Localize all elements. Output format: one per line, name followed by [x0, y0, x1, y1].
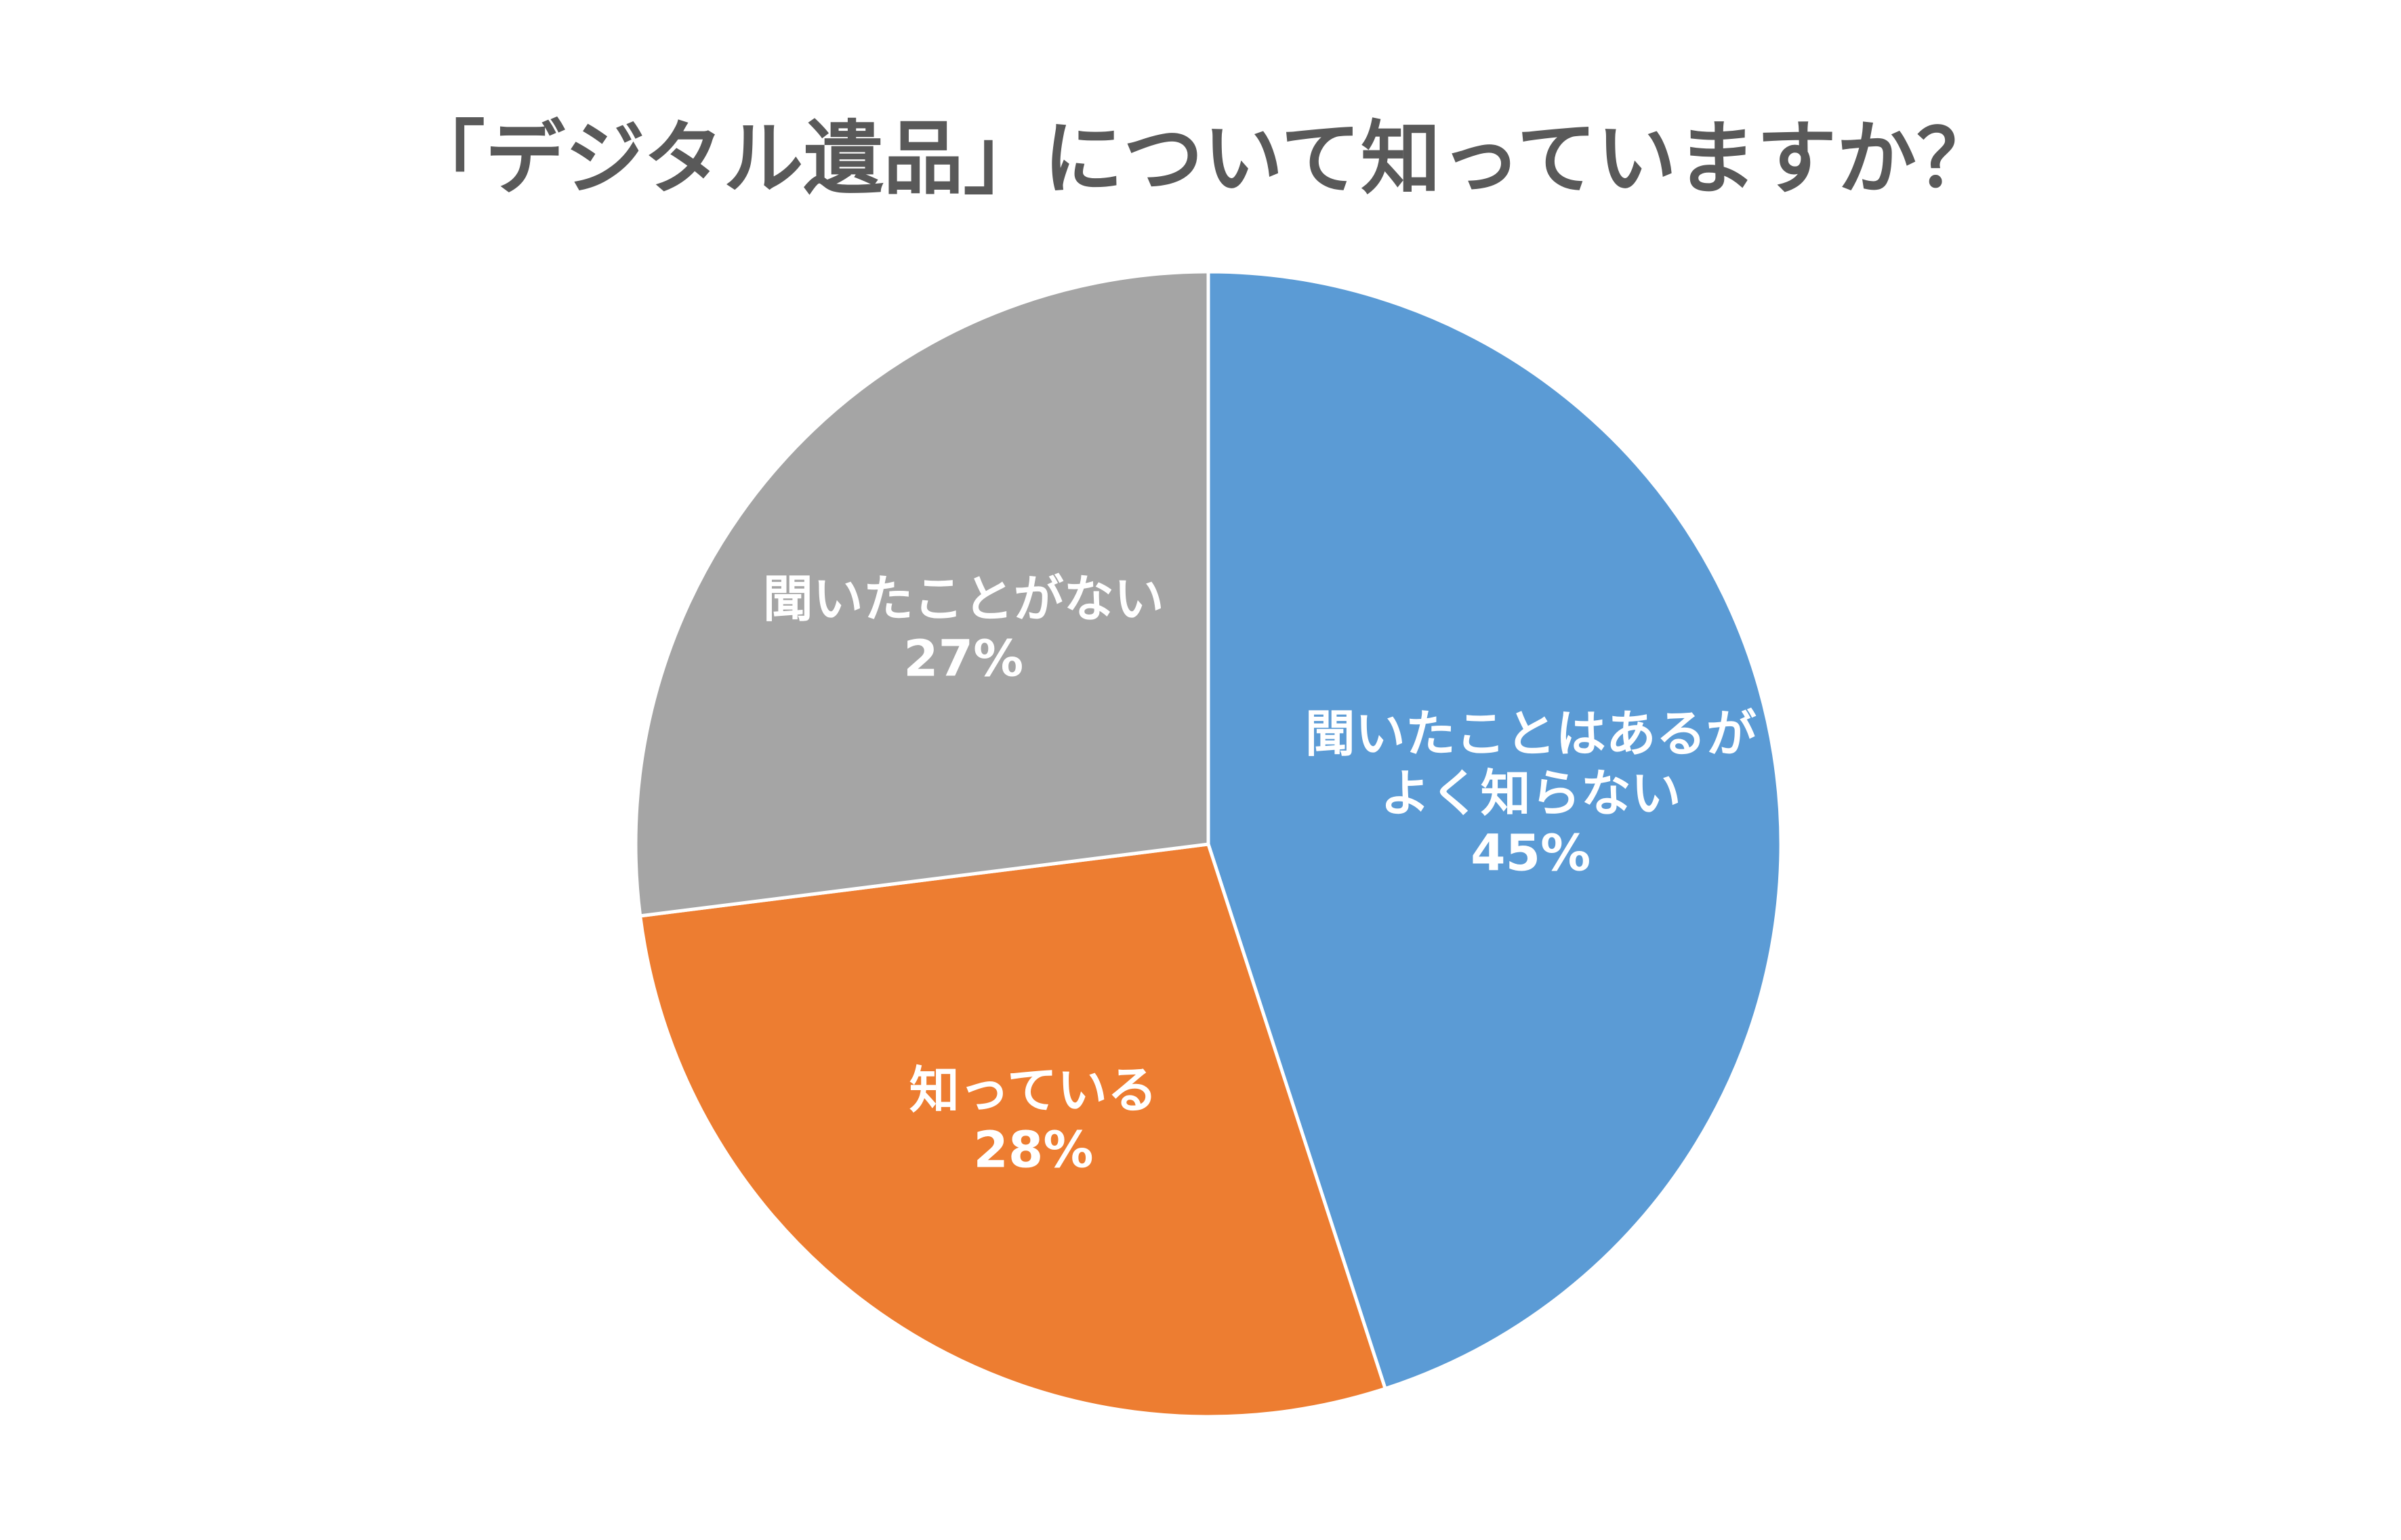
- slice-category-label: 聞いたことはあるが: [1305, 705, 1757, 764]
- slice-value-label: 28%: [973, 1121, 1093, 1180]
- pie-slice-1: [1206, 270, 1783, 1391]
- pie-slice-3: [634, 270, 1210, 918]
- slice-value-label: 45%: [1471, 825, 1591, 883]
- pie-slice-2: [638, 842, 1388, 1419]
- slice-category-label: 聞いたことがない: [763, 570, 1164, 628]
- chart-title: 「デジタル遺品」について知っていますか？: [405, 112, 1996, 205]
- pie-slices: [634, 270, 1783, 1419]
- slice-category-label: よく知らない: [1380, 765, 1681, 823]
- slice-category-label: 知っている: [909, 1062, 1157, 1120]
- slice-value-label: 27%: [903, 629, 1023, 688]
